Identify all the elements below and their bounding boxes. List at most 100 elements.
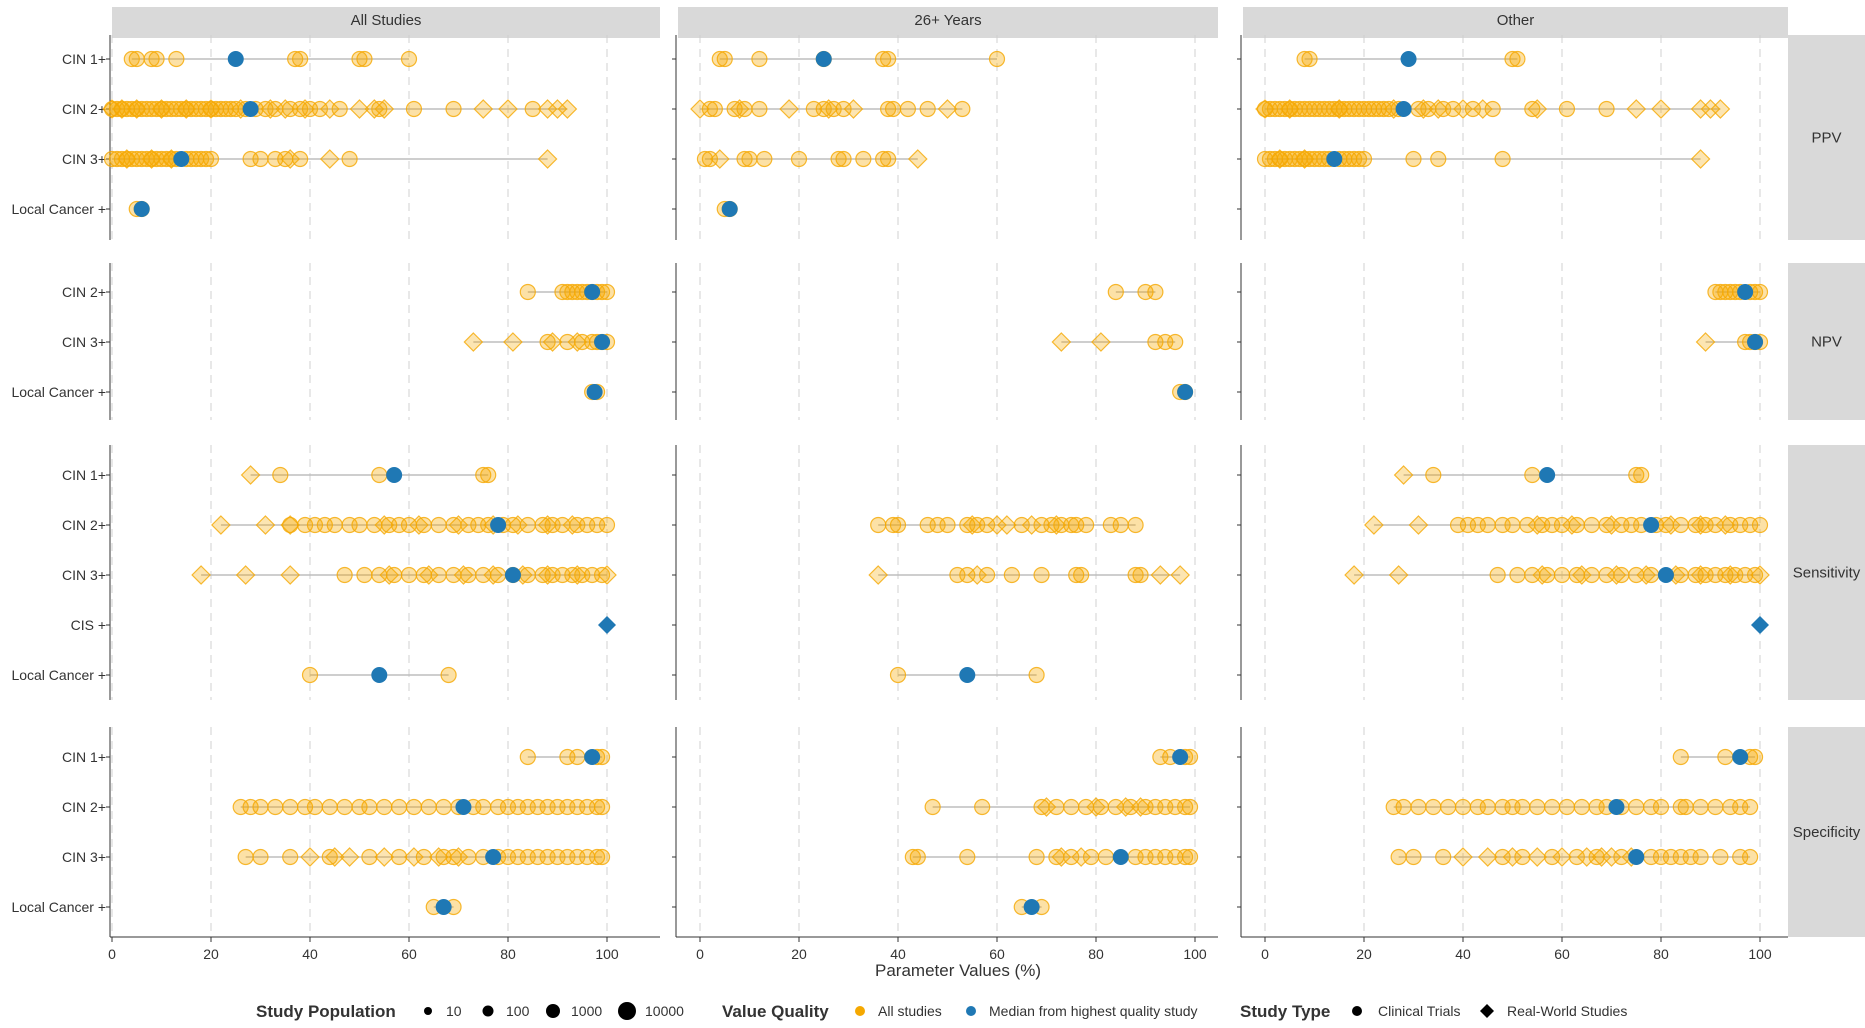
point-clinical-trial xyxy=(1672,748,1689,766)
point-clinical-trial xyxy=(1181,798,1199,816)
x-tick-label-0: 0 xyxy=(108,946,116,962)
point-real-world-study xyxy=(151,99,172,119)
panel-26-years-specificity: 0 20 40 60 80 100 xyxy=(672,727,1218,962)
point-clinical-trial xyxy=(1751,283,1769,301)
point-real-world-study xyxy=(779,99,799,119)
point-clinical-trial xyxy=(1063,798,1080,816)
metric-label-sensitivity: Sensitivity xyxy=(1793,565,1861,582)
point-clinical-trial xyxy=(875,150,892,168)
point-real-world-study xyxy=(319,99,340,119)
point-clinical-trial xyxy=(1628,798,1645,816)
legend-size-swatch-10 xyxy=(424,1007,432,1015)
point-real-world-study xyxy=(1502,847,1523,867)
point-real-world-study xyxy=(567,565,588,585)
median-point xyxy=(1023,899,1040,915)
point-real-world-study xyxy=(868,565,889,585)
row-label-ppv-cin-2: CIN 2+ xyxy=(62,101,106,117)
point-real-world-study xyxy=(1690,149,1711,169)
median-point xyxy=(815,51,832,67)
point-real-world-study xyxy=(240,465,261,485)
point-real-world-study xyxy=(280,565,301,585)
point-clinical-trial xyxy=(1504,516,1521,534)
median-point xyxy=(1657,567,1674,583)
point-clinical-trial xyxy=(593,566,611,584)
point-clinical-trial xyxy=(435,798,452,816)
point-clinical-trial xyxy=(1430,150,1447,168)
point-clinical-trial xyxy=(1147,283,1164,301)
point-real-world-study xyxy=(818,99,839,119)
point-clinical-trial xyxy=(1628,466,1645,484)
x-tick-label-100: 100 xyxy=(595,946,619,962)
point-clinical-trial xyxy=(711,50,728,68)
point-clinical-trial xyxy=(924,798,941,816)
point-real-world-study xyxy=(295,99,315,119)
median-point xyxy=(485,849,502,865)
point-clinical-trial xyxy=(899,100,917,118)
point-clinical-trial xyxy=(311,100,328,118)
x-tick-label-80: 80 xyxy=(1653,946,1669,962)
point-real-world-study xyxy=(1532,565,1553,585)
point-real-world-study xyxy=(1661,515,1681,535)
panel-all-studies-sensitivity xyxy=(106,445,617,700)
point-real-world-study xyxy=(1051,847,1072,867)
median-point xyxy=(721,201,738,217)
point-clinical-trial xyxy=(884,100,902,118)
point-clinical-trial xyxy=(1355,150,1373,168)
point-real-world-study xyxy=(1329,99,1350,119)
point-real-world-study xyxy=(1393,465,1414,485)
legend-swatch-all-studies xyxy=(855,1006,865,1016)
legend-size-swatch-1000 xyxy=(546,1004,560,1018)
legend-title-study-type: Study Type xyxy=(1240,1002,1330,1021)
point-clinical-trial xyxy=(751,50,768,68)
x-tick-label-80: 80 xyxy=(1088,946,1104,962)
point-clinical-trial xyxy=(1677,798,1694,816)
median-point xyxy=(1172,749,1189,765)
point-real-world-study xyxy=(1091,332,1111,352)
x-tick-label-20: 20 xyxy=(203,946,219,962)
point-clinical-trial xyxy=(598,516,616,534)
point-clinical-trial xyxy=(1479,798,1496,816)
legend-title-value-quality: Value Quality xyxy=(722,1002,829,1021)
point-clinical-trial xyxy=(376,798,393,816)
point-clinical-trial xyxy=(445,100,462,118)
point-real-world-study xyxy=(201,99,221,119)
median-point xyxy=(133,201,150,217)
point-clinical-trial xyxy=(1405,150,1422,168)
panel-26-years-npv xyxy=(672,263,1196,420)
point-real-world-study xyxy=(1477,847,1498,867)
point-clinical-trial xyxy=(539,333,556,351)
point-real-world-study xyxy=(255,515,276,535)
point-real-world-study xyxy=(690,99,710,119)
point-clinical-trial xyxy=(1181,848,1199,866)
point-real-world-study xyxy=(557,99,578,119)
point-clinical-trial xyxy=(252,150,269,168)
point-clinical-trial xyxy=(351,50,368,68)
point-real-world-study xyxy=(907,149,928,169)
point-real-world-study xyxy=(567,332,588,352)
point-clinical-trial xyxy=(1454,798,1472,816)
point-real-world-study xyxy=(1562,515,1582,535)
point-real-world-study xyxy=(1413,99,1434,119)
point-clinical-trial xyxy=(336,566,353,584)
point-real-world-study xyxy=(260,99,281,119)
median-point xyxy=(1326,151,1343,167)
point-clinical-trial xyxy=(879,100,897,118)
point-clinical-trial xyxy=(1568,848,1585,866)
point-clinical-trial xyxy=(301,666,319,684)
median-point xyxy=(455,799,472,815)
panel-26-years-ppv xyxy=(672,35,1196,240)
point-clinical-trial xyxy=(1494,150,1511,168)
point-real-world-study xyxy=(275,99,296,119)
point-clinical-trial xyxy=(475,798,492,816)
point-real-world-study xyxy=(1626,99,1647,119)
point-clinical-trial xyxy=(1553,566,1571,584)
median-point xyxy=(1400,51,1417,67)
point-real-world-study xyxy=(280,149,301,169)
point-real-world-study xyxy=(1453,847,1473,867)
point-real-world-study xyxy=(537,515,558,535)
point-real-world-study xyxy=(235,565,256,585)
point-real-world-study xyxy=(409,515,429,535)
point-clinical-trial xyxy=(282,848,299,866)
point-clinical-trial xyxy=(598,283,616,301)
point-clinical-trial xyxy=(1073,566,1090,584)
